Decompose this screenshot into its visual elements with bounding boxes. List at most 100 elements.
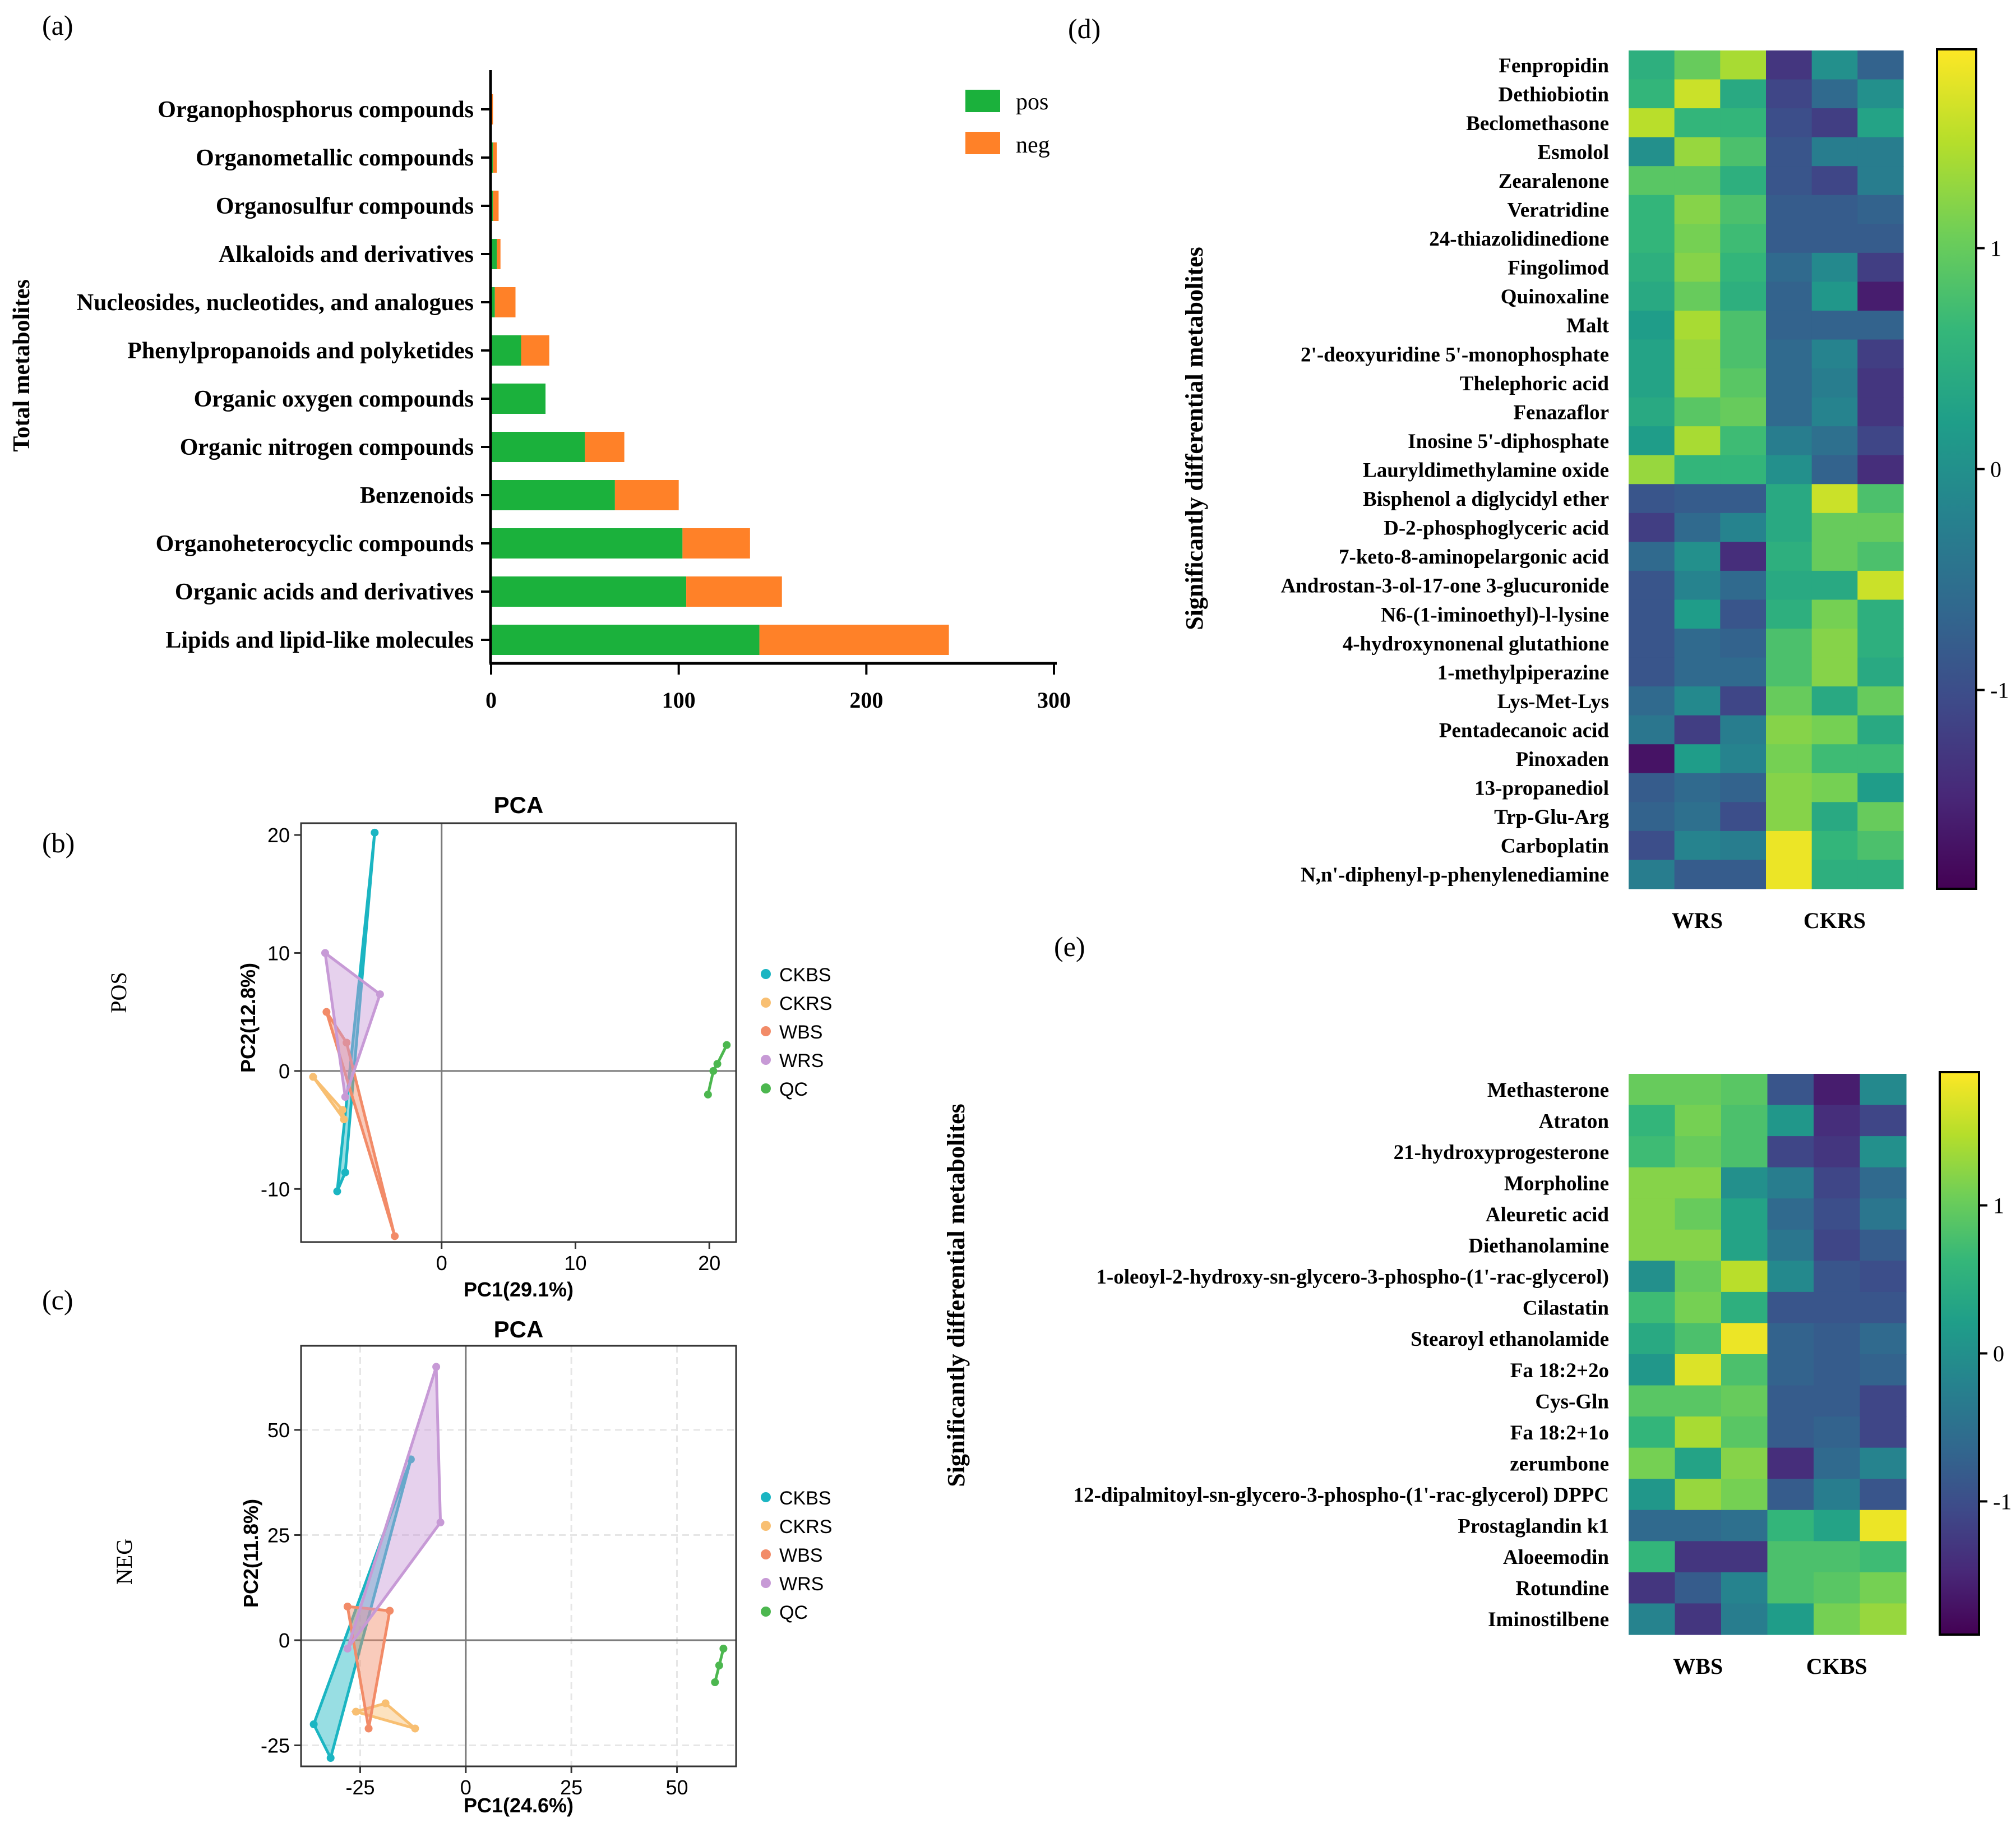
panel-label-c: (c) xyxy=(42,1284,73,1316)
group-label: WRS xyxy=(1672,908,1723,933)
heatmap-cell xyxy=(1674,860,1721,889)
y-tick-label: 0 xyxy=(279,1060,290,1083)
heatmap-cell xyxy=(1629,484,1675,514)
heatmap-cell xyxy=(1629,224,1675,253)
heatmap-cell xyxy=(1811,281,1858,311)
heatmap-cell xyxy=(1721,1479,1768,1511)
y-tick-label: 0 xyxy=(279,1629,290,1652)
group-label: WBS xyxy=(1673,1654,1723,1679)
heatmap-cell xyxy=(1720,426,1767,456)
bar-pos xyxy=(491,335,521,366)
colorbar-tick-label: 0 xyxy=(1993,1341,2004,1367)
heatmap-cell xyxy=(1811,513,1858,542)
point-ckrs xyxy=(339,1106,347,1114)
y-axis-label: Significantly differential metabolites xyxy=(942,1104,970,1487)
heatmap-cell xyxy=(1674,79,1721,109)
y-axis-label: PC2(11.8%) xyxy=(239,1499,262,1608)
heatmap-cell xyxy=(1766,79,1812,109)
x-tick-label: -25 xyxy=(345,1776,374,1799)
x-tick-label: 200 xyxy=(849,687,883,713)
heatmap-cell xyxy=(1721,1229,1768,1261)
heatmap-cell xyxy=(1629,802,1675,832)
point-qc xyxy=(709,1067,718,1075)
row-label: Methasterone xyxy=(1487,1079,1609,1102)
heatmap-cell xyxy=(1766,252,1812,283)
heatmap-cell xyxy=(1860,1136,1907,1168)
heatmap-cell xyxy=(1674,513,1721,542)
heatmap-cell xyxy=(1811,455,1858,484)
heatmap-cell xyxy=(1629,860,1675,889)
heatmap-cell xyxy=(1860,1416,1907,1448)
heatmap-cell xyxy=(1857,224,1904,253)
plot-frame xyxy=(300,1345,737,1767)
category-label: Phenylpropanoids and polyketides xyxy=(127,338,474,364)
heatmap-cell xyxy=(1857,599,1904,629)
bar-neg xyxy=(759,625,949,655)
heatmap-cell xyxy=(1720,108,1767,138)
heatmap-cell xyxy=(1860,1074,1907,1106)
heatmap-cell xyxy=(1629,744,1675,774)
hull-wrs xyxy=(323,949,382,1097)
heatmap-cell xyxy=(1720,715,1767,745)
heatmap-cell xyxy=(1814,1074,1861,1106)
y-axis-label: Total metabolites xyxy=(9,279,35,452)
heatmap-cell xyxy=(1814,1354,1861,1386)
heatmap-cell xyxy=(1767,1510,1814,1542)
heatmap-cell xyxy=(1674,802,1721,832)
x-tick-label: 0 xyxy=(485,687,497,713)
heatmap-cell xyxy=(1674,252,1721,283)
heatmap-cell xyxy=(1857,397,1904,427)
y-tick-label: -10 xyxy=(261,1178,290,1201)
heatmap-cell xyxy=(1629,542,1675,571)
category-label: Organic oxygen compounds xyxy=(194,386,474,412)
heatmap-cell xyxy=(1766,455,1812,484)
heatmap-cell xyxy=(1674,715,1721,745)
heatmap-cell xyxy=(1811,686,1858,716)
y-tick-label: 50 xyxy=(267,1419,290,1442)
row-label: 4-hydroxynonenal glutathione xyxy=(1343,633,1609,656)
heatmap-cell xyxy=(1860,1229,1907,1261)
legend-swatch-pos xyxy=(965,90,1000,112)
point-wbs xyxy=(391,1232,399,1240)
heatmap-cell xyxy=(1766,368,1812,398)
heatmap-cell xyxy=(1721,1261,1768,1293)
heatmap-cell xyxy=(1767,1229,1814,1261)
heatmap-cell xyxy=(1857,108,1904,138)
colorbar-tick-label: -1 xyxy=(1993,1489,2012,1514)
heatmap-cell xyxy=(1857,744,1904,774)
heatmap-cell xyxy=(1675,1385,1722,1417)
row-label: Esmolol xyxy=(1538,141,1609,164)
heatmap-cell xyxy=(1766,715,1812,745)
heatmap-cell xyxy=(1766,195,1812,224)
point-qc xyxy=(723,1041,731,1049)
heatmap-cell xyxy=(1767,1385,1814,1417)
heatmap-cell xyxy=(1811,166,1858,196)
heatmap-cell xyxy=(1811,137,1858,167)
legend-label: WRS xyxy=(779,1573,824,1595)
heatmap-cell xyxy=(1720,368,1767,398)
heatmap-cell xyxy=(1767,1541,1814,1573)
row-label: Malt xyxy=(1566,315,1610,338)
point-wrs xyxy=(343,1645,352,1653)
category-label: Alkaloids and derivatives xyxy=(219,242,474,267)
heatmap-cell xyxy=(1766,426,1812,456)
bar-pos xyxy=(491,528,683,559)
heatmap-cell xyxy=(1767,1603,1814,1635)
point-ckbs xyxy=(341,1168,349,1176)
group-label: CKRS xyxy=(1804,908,1866,933)
heatmap-cell xyxy=(1720,513,1767,542)
heatmap-cell xyxy=(1766,570,1812,601)
row-label: Quinoxaline xyxy=(1501,285,1609,308)
heatmap-cell xyxy=(1629,1323,1676,1355)
heatmap-cell xyxy=(1629,455,1675,484)
legend-label: WBS xyxy=(779,1545,822,1566)
heatmap-cell xyxy=(1721,1074,1768,1106)
heatmap-cell xyxy=(1766,599,1812,629)
heatmap-cell xyxy=(1814,1105,1861,1137)
heatmap-cell xyxy=(1629,1447,1676,1479)
heatmap-cell xyxy=(1629,1105,1676,1137)
legend-dot xyxy=(761,1026,771,1036)
side-label-neg: NEG xyxy=(112,1539,137,1585)
category-label: Organic nitrogen compounds xyxy=(180,435,474,460)
heatmap-cell xyxy=(1629,1167,1676,1199)
